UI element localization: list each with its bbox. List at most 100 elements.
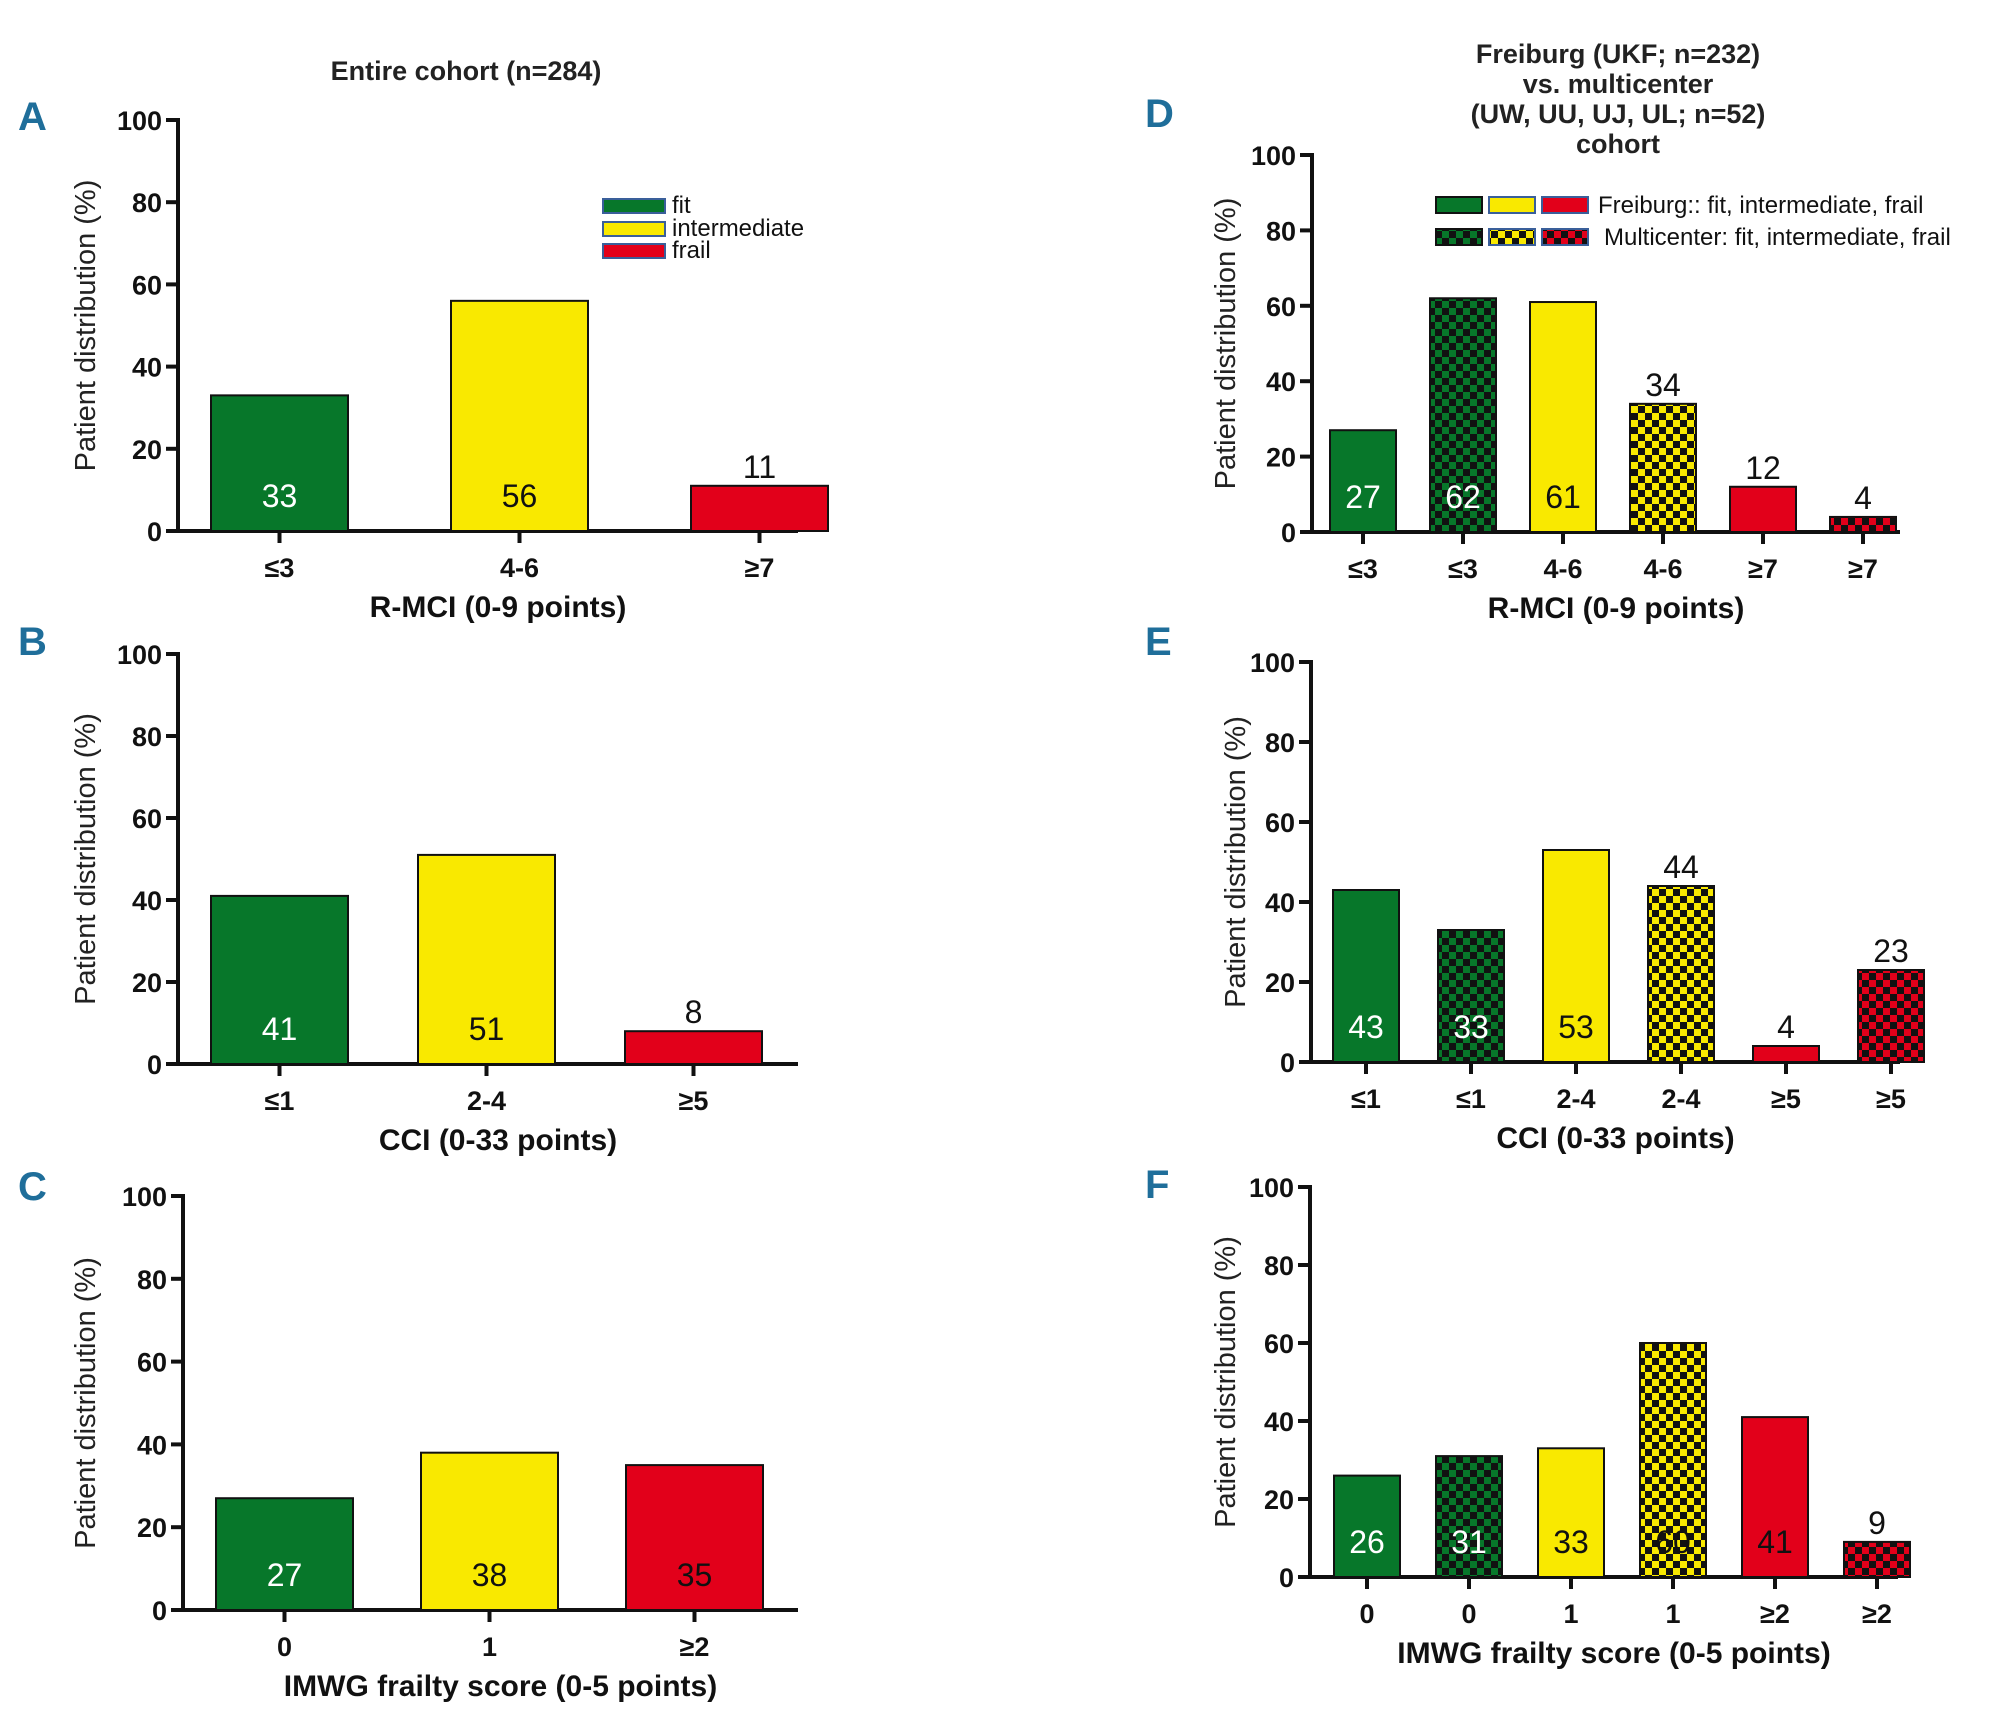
- x-tick-label: ≥2: [680, 1632, 710, 1662]
- legend-label-intermediate: intermediate: [672, 215, 804, 242]
- data-label: 53: [1558, 1009, 1594, 1045]
- chart-panel-f: F 0 20 40 60 80 100 Patient distribution (%) 0 26…: [1145, 1163, 1911, 1670]
- x-axis-label: IMWG frailty score (0-5 points): [284, 1670, 717, 1703]
- x-tick-label: ≥7: [745, 553, 775, 583]
- data-label: 60: [1655, 1524, 1691, 1560]
- y-tick-label: 20: [1264, 1485, 1294, 1515]
- y-tick-label: 60: [1266, 292, 1296, 322]
- y-tick-label: 80: [1265, 728, 1295, 758]
- data-label: 26: [1349, 1524, 1385, 1560]
- left-column-title: Entire cohort (n=284): [331, 56, 602, 86]
- y-tick-label: 100: [1250, 648, 1295, 678]
- x-axis-label: CCI (0-33 points): [1496, 1122, 1734, 1155]
- y-axis-label: Patient distribution (%): [70, 1257, 102, 1549]
- bar-fit-multicenter: [1429, 297, 1497, 534]
- data-label: 4: [1777, 1009, 1795, 1045]
- x-tick-label: ≥5: [679, 1086, 709, 1116]
- bar-fit: [1333, 1474, 1401, 1578]
- y-tick-label: 40: [132, 353, 162, 383]
- y-tick-label: 100: [1249, 1173, 1294, 1203]
- data-label: 41: [1757, 1524, 1793, 1560]
- chart-panel-b: B 0 20 40 60 80 100 Patient distribution (%) ≤1 4…: [18, 620, 798, 1157]
- y-tick-label: 60: [137, 1348, 167, 1378]
- data-label: 35: [677, 1557, 713, 1593]
- bar-intermediate-multicenter: [1647, 885, 1715, 1063]
- chart-panel-a: A 0 20 40 60 80 100 Patient distribution (%) ≤3 3…: [18, 95, 829, 624]
- y-tick-label: 40: [1264, 1407, 1294, 1437]
- chart-panel-c: C 0 20 40 60 80 100 Patient distribution (%) 0 27…: [18, 1165, 798, 1703]
- legend-swatch-freiburg-frail: [1541, 196, 1589, 214]
- x-tick-label: 4-6: [1543, 554, 1582, 584]
- legend-swatch-multicenter-fit: [1435, 228, 1483, 246]
- x-tick-label: ≥7: [1748, 554, 1778, 584]
- right-title-line-1: Freiburg (UKF; n=232): [1476, 39, 1760, 69]
- y-tick-label: 60: [1265, 808, 1295, 838]
- y-tick-label: 20: [1265, 968, 1295, 998]
- panel-letter: A: [18, 95, 47, 139]
- bar-intermediate-multicenter: [1629, 402, 1697, 533]
- x-axis-label: IMWG frailty score (0-5 points): [1397, 1637, 1830, 1670]
- legend-label-freiburg: Freiburg:: fit, intermediate, frail: [1598, 192, 1923, 219]
- bar-frail-multicenter: [1829, 515, 1897, 533]
- y-tick-label: 80: [1264, 1251, 1294, 1281]
- legend-swatch-freiburg-intermediate: [1488, 196, 1536, 214]
- x-tick-label: ≥5: [1771, 1084, 1801, 1114]
- legend-swatch-multicenter-intermediate: [1488, 228, 1536, 246]
- bar-frail: [1729, 485, 1797, 534]
- y-axis-label: Patient distribution (%): [1210, 198, 1242, 490]
- y-tick-label: 80: [132, 188, 162, 218]
- data-label: 44: [1663, 849, 1699, 885]
- x-tick-label: 2-4: [1661, 1084, 1700, 1114]
- x-tick-label: 2-4: [467, 1086, 506, 1116]
- y-tick-label: 0: [147, 1050, 162, 1080]
- legend-label-frail: frail: [672, 237, 711, 264]
- x-tick-label: ≤1: [1456, 1084, 1486, 1114]
- bar-intermediate: [1529, 301, 1597, 533]
- bar-intermediate: [417, 853, 556, 1066]
- data-label: 34: [1645, 367, 1681, 403]
- x-tick-label: 4-6: [500, 553, 539, 583]
- y-tick-label: 40: [1265, 888, 1295, 918]
- x-tick-label: 1: [482, 1632, 497, 1662]
- legend-swatch-fit: [602, 198, 666, 214]
- x-tick-label: 2-4: [1556, 1084, 1595, 1114]
- legend-swatch-intermediate: [602, 221, 666, 237]
- data-label: 33: [1453, 1009, 1489, 1045]
- data-label: 27: [1345, 479, 1381, 515]
- panel-letter: F: [1145, 1163, 1169, 1207]
- data-label: 33: [1553, 1524, 1589, 1560]
- x-tick-label: ≤3: [265, 553, 295, 583]
- y-axis-label: Patient distribution (%): [1210, 1236, 1242, 1528]
- x-tick-label: 4-6: [1643, 554, 1682, 584]
- x-tick-label: ≥7: [1848, 554, 1878, 584]
- data-label: 11: [743, 449, 776, 485]
- bar-fit: [210, 894, 349, 1066]
- x-tick-label: 1: [1563, 1599, 1578, 1629]
- panel-letter: C: [18, 1165, 47, 1209]
- y-tick-label: 80: [132, 722, 162, 752]
- x-axis-label: CCI (0-33 points): [379, 1124, 617, 1157]
- data-label: 8: [685, 994, 703, 1030]
- x-tick-label: ≤3: [1448, 554, 1478, 584]
- y-tick-label: 20: [137, 1513, 167, 1543]
- y-tick-label: 80: [1266, 216, 1296, 246]
- bar-fit-multicenter: [1437, 929, 1505, 1063]
- y-axis-label: Patient distribution (%): [1220, 716, 1252, 1008]
- data-label: 61: [1545, 479, 1581, 515]
- x-axis-label: R-MCI (0-9 points): [1488, 592, 1745, 625]
- y-axis-label: Patient distribution (%): [70, 713, 102, 1005]
- data-label: 51: [469, 1011, 505, 1047]
- bar-fit-multicenter: [1435, 1455, 1503, 1578]
- data-label: 23: [1873, 933, 1909, 969]
- y-tick-label: 0: [152, 1596, 167, 1626]
- y-tick-label: 60: [132, 270, 162, 300]
- y-axis-label: Patient distribution (%): [70, 180, 102, 472]
- bar-intermediate: [420, 1451, 559, 1612]
- panel-letter: D: [1145, 92, 1174, 136]
- chart-panel-e: E 0 20 40 60 80 100 Patient distribution (%) ≤1 4…: [1145, 620, 1925, 1155]
- bar-fit: [210, 394, 349, 532]
- bar-frail: [690, 484, 829, 533]
- data-label: 41: [262, 1011, 298, 1047]
- y-tick-label: 20: [132, 968, 162, 998]
